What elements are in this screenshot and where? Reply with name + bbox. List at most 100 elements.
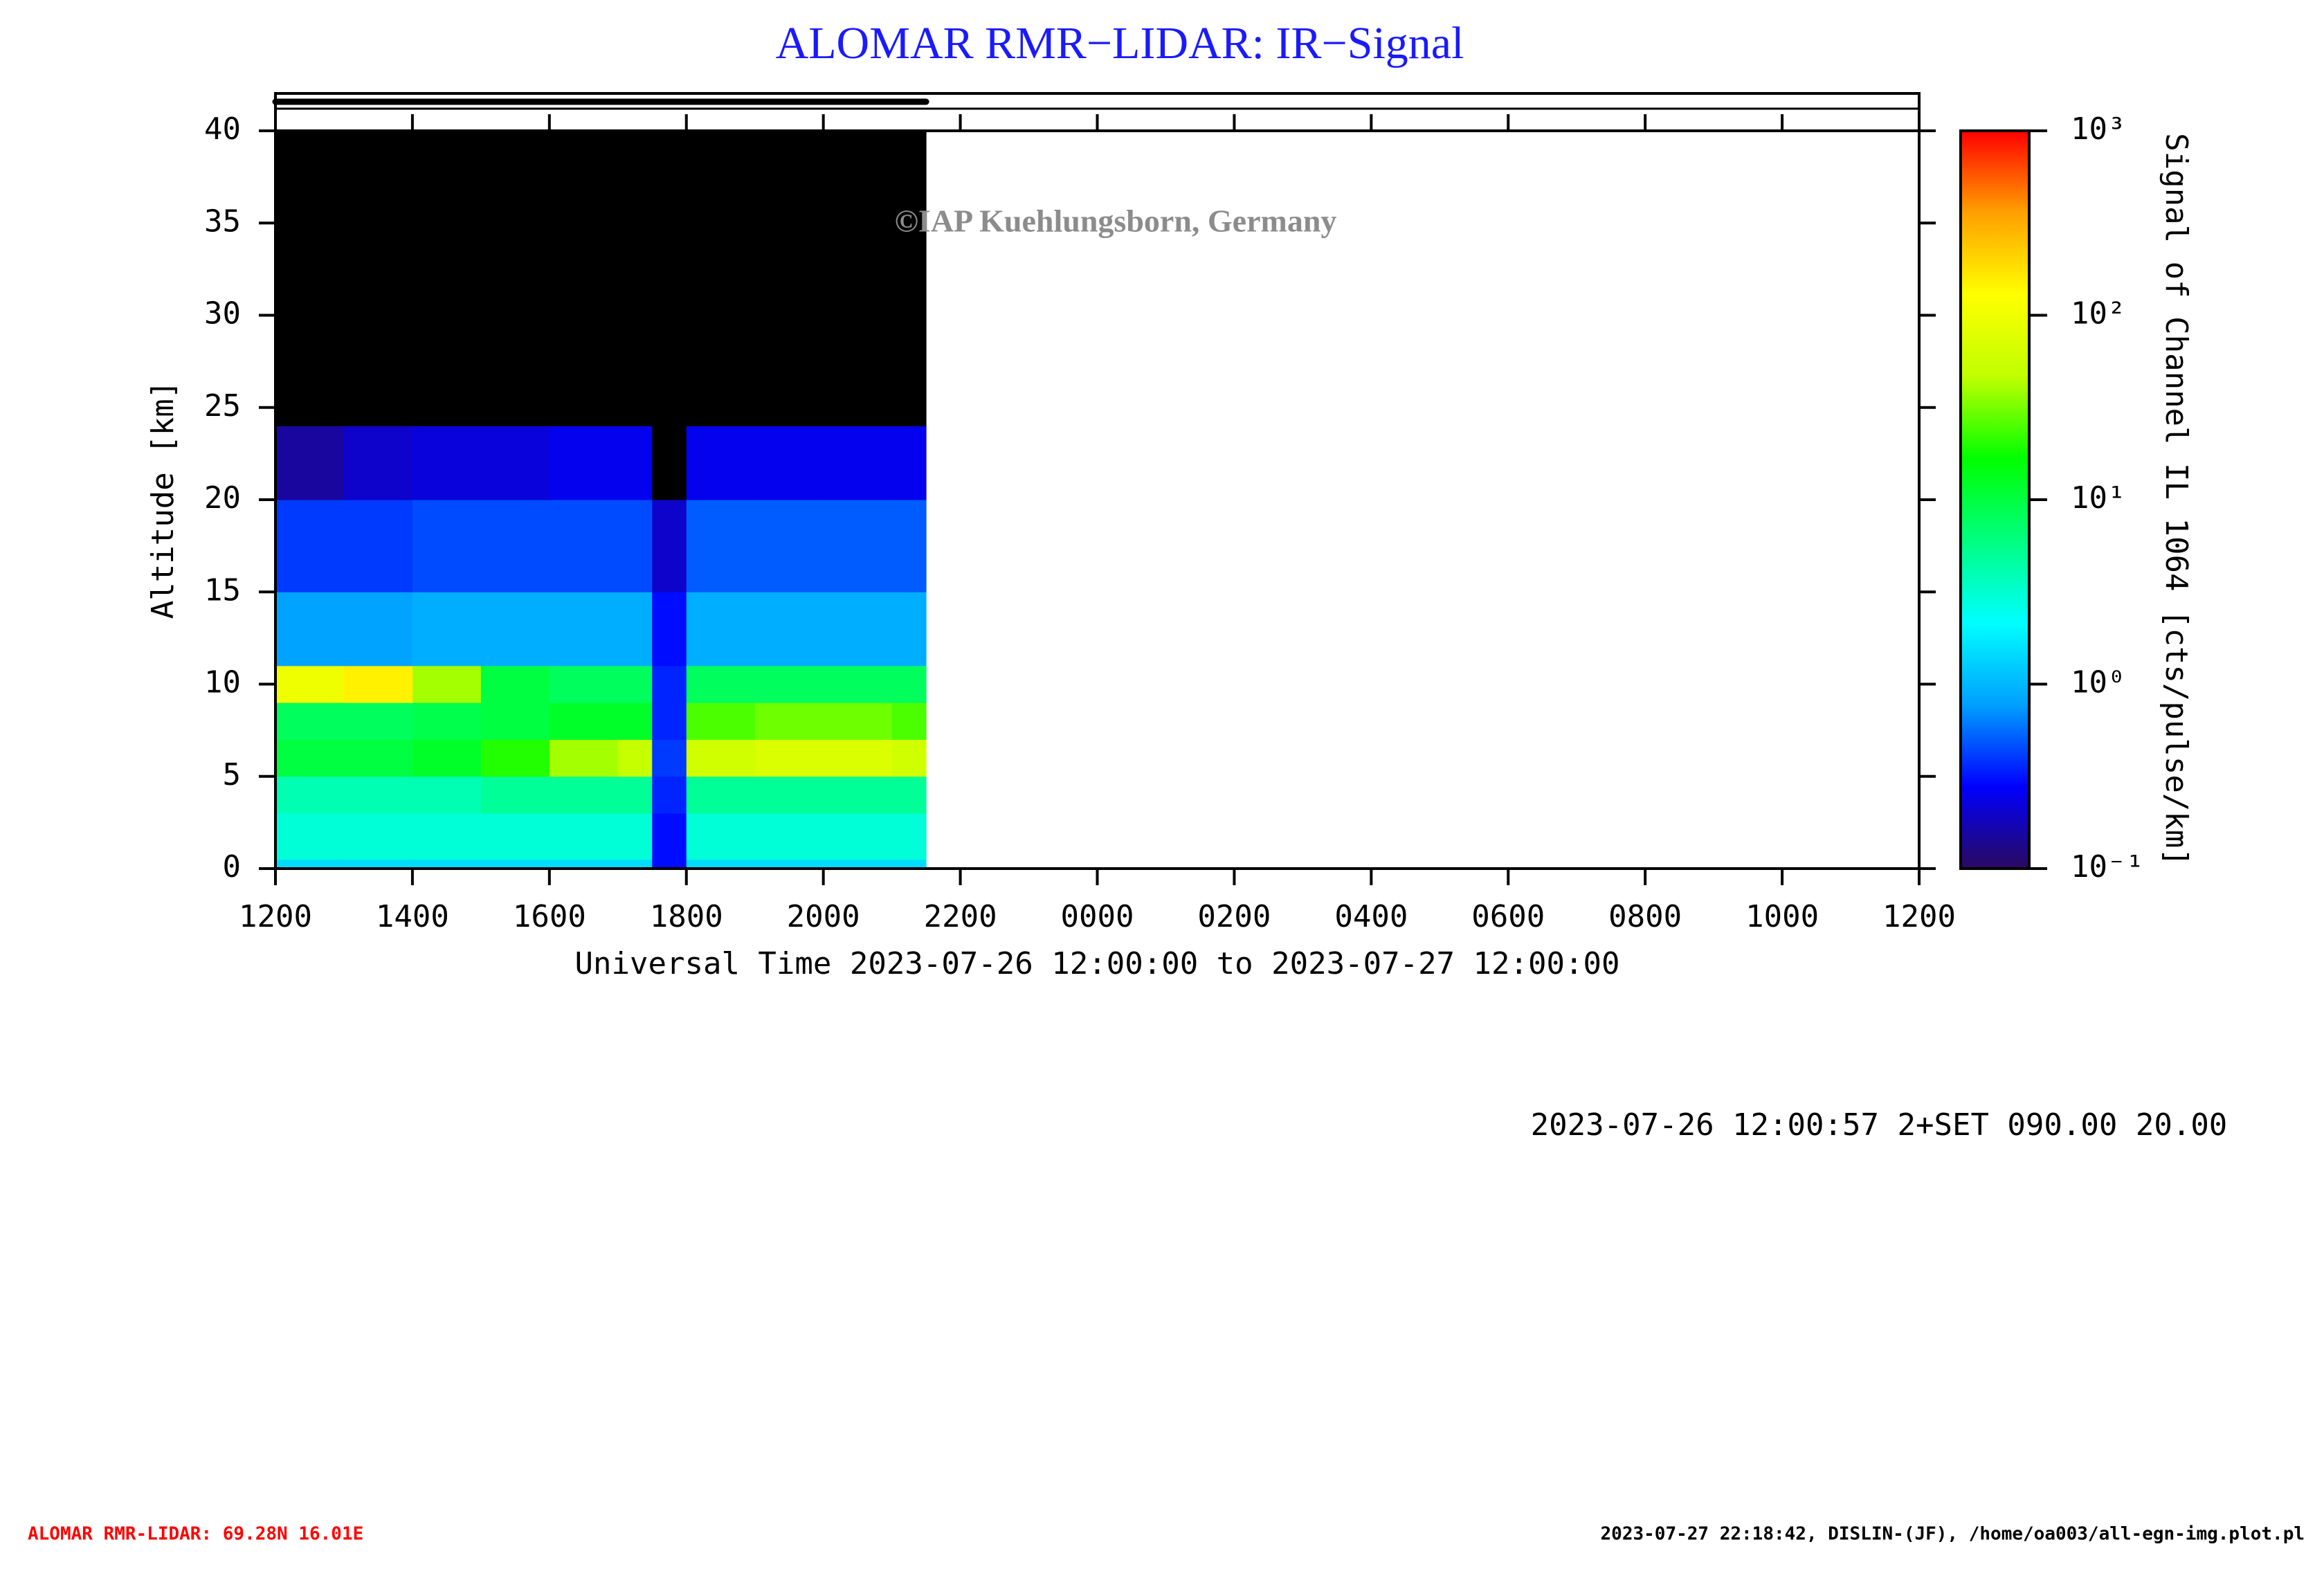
heatmap-cell bbox=[823, 859, 893, 869]
heatmap-cell bbox=[617, 665, 653, 703]
heatmap-cell bbox=[823, 592, 893, 666]
heatmap-cell bbox=[412, 776, 482, 814]
y-tick-label: 10 bbox=[204, 665, 241, 700]
heatmap-cell bbox=[412, 592, 482, 666]
x-tick-label: 0800 bbox=[1608, 899, 1682, 934]
heatmap-cell bbox=[343, 813, 413, 860]
y-tick-label: 5 bbox=[223, 757, 242, 792]
heatmap-cell bbox=[754, 859, 824, 869]
heatmap-cell bbox=[549, 665, 619, 703]
heatmap-cell bbox=[480, 813, 550, 860]
x-tick-label: 1200 bbox=[1882, 899, 1956, 934]
heatmap-cell bbox=[343, 665, 413, 703]
heatmap-cell bbox=[549, 859, 619, 869]
heatmap-cell bbox=[275, 131, 345, 426]
heatmap-cell bbox=[754, 592, 824, 666]
colorbar-tick-label: 10² bbox=[2071, 296, 2125, 332]
y-tick-label: 35 bbox=[204, 203, 241, 239]
heatmap-cell bbox=[686, 592, 756, 666]
heatmap-cell bbox=[823, 739, 893, 777]
heatmap-cell bbox=[823, 776, 893, 814]
heatmap-cell bbox=[652, 859, 687, 869]
heatmap-cell bbox=[823, 131, 893, 426]
heatmap-cell bbox=[412, 702, 482, 740]
x-tick-label: 1800 bbox=[650, 899, 723, 934]
heatmap-cell bbox=[754, 500, 824, 592]
heatmap-cell bbox=[275, 500, 345, 592]
heatmap-cell bbox=[412, 739, 482, 777]
heatmap-cell bbox=[891, 665, 927, 703]
heatmap-cell bbox=[343, 500, 413, 592]
heatmap-cell bbox=[480, 739, 550, 777]
x-tick-label: 1400 bbox=[376, 899, 449, 934]
heatmap-cell bbox=[412, 500, 482, 592]
heatmap-cell bbox=[754, 131, 824, 426]
heatmap-cell bbox=[480, 592, 550, 666]
heatmap-cell bbox=[275, 776, 345, 814]
x-tick-label: 0600 bbox=[1471, 899, 1545, 934]
colorbar-label: Signal of Channel IL 1064 [cts/pulse/km] bbox=[2159, 133, 2194, 867]
heatmap-cell bbox=[617, 859, 653, 869]
heatmap-cell bbox=[823, 813, 893, 860]
heatmap-cell bbox=[686, 426, 756, 500]
heatmap-cell bbox=[652, 592, 687, 666]
heatmap-cell bbox=[891, 131, 927, 426]
heatmap-cell bbox=[549, 592, 619, 666]
heatmap-cell bbox=[617, 131, 653, 426]
heatmap-cell bbox=[412, 131, 482, 426]
heatmap-cell bbox=[617, 426, 653, 500]
info-line: 2023-07-26 12:00:57 2+SET 090.00 20.00 bbox=[1531, 1107, 2228, 1143]
heatmap-cell bbox=[686, 500, 756, 592]
heatmap-cell bbox=[275, 813, 345, 860]
heatmap-cell bbox=[652, 739, 687, 777]
heatmap-cell bbox=[617, 813, 653, 860]
heatmap-cell bbox=[480, 702, 550, 740]
heatmap-cell bbox=[343, 739, 413, 777]
heatmap-cell bbox=[891, 813, 927, 860]
heatmap-cell bbox=[823, 426, 893, 500]
heatmap-cell bbox=[480, 776, 550, 814]
colorbar bbox=[1959, 129, 2031, 870]
x-tick-label: 1000 bbox=[1745, 899, 1819, 934]
heatmap-cell bbox=[549, 500, 619, 592]
colorbar-tick-label: 10⁻¹ bbox=[2071, 849, 2144, 885]
heatmap-cell bbox=[412, 859, 482, 869]
heatmap-cell bbox=[617, 702, 653, 740]
heatmap-cell bbox=[617, 592, 653, 666]
heatmap-cell bbox=[343, 776, 413, 814]
heatmap-cell bbox=[617, 739, 653, 777]
heatmap-cell bbox=[549, 131, 619, 426]
heatmap-cell bbox=[652, 426, 687, 500]
heatmap-cell bbox=[652, 702, 687, 740]
heatmap-cell bbox=[686, 131, 756, 426]
y-tick-label: 30 bbox=[204, 296, 241, 332]
x-axis-label: Universal Time 2023-07-26 12:00:00 to 20… bbox=[575, 946, 1620, 981]
heatmap-cell bbox=[343, 131, 413, 426]
heatmap-cell bbox=[686, 665, 756, 703]
heatmap-cell bbox=[652, 813, 687, 860]
heatmap-cell bbox=[891, 776, 927, 814]
heatmap-cell bbox=[275, 426, 345, 500]
chart-title: ALOMAR RMR−LIDAR: IR−Signal bbox=[776, 18, 1464, 69]
heatmap-cell bbox=[754, 702, 824, 740]
heatmap-cell bbox=[823, 500, 893, 592]
y-tick-label: 40 bbox=[204, 111, 241, 147]
heatmap-cell bbox=[754, 813, 824, 860]
heatmap-cell bbox=[480, 665, 550, 703]
heatmap-cell bbox=[617, 500, 653, 592]
x-tick-label: 0400 bbox=[1334, 899, 1408, 934]
heatmap-cell bbox=[343, 426, 413, 500]
y-tick-label: 15 bbox=[204, 572, 241, 608]
heatmap-cell bbox=[412, 665, 482, 703]
footer-right: 2023-07-27 22:18:42, DISLIN-(JF), /home/… bbox=[1601, 1524, 2305, 1545]
heatmap-cell bbox=[549, 426, 619, 500]
heatmap-cell bbox=[652, 500, 687, 592]
watermark: ©IAP Kuehlungsborn, Germany bbox=[895, 203, 1337, 239]
heatmap-cell bbox=[754, 776, 824, 814]
colorbar-tick-label: 10³ bbox=[2071, 111, 2125, 147]
heatmap-cell bbox=[891, 500, 927, 592]
heatmap-cell bbox=[891, 702, 927, 740]
x-tick-label: 2200 bbox=[924, 899, 997, 934]
heatmap-cell bbox=[549, 739, 619, 777]
